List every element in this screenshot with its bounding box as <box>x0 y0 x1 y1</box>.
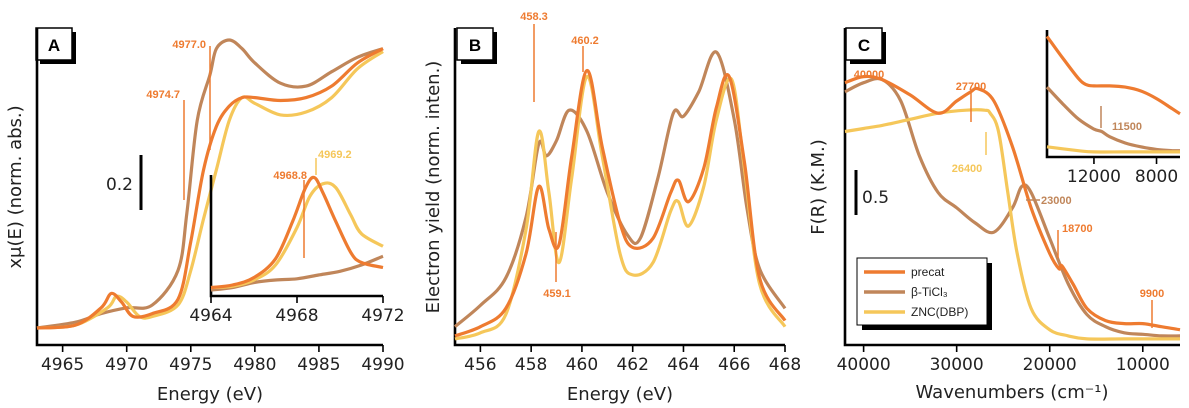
annotation-458-3: 458.3 <box>520 11 548 23</box>
panel-a-x-tick-label: 4975 <box>169 355 212 375</box>
panel-c-inset-series-precat <box>1045 35 1181 116</box>
annotation-4969-2: 4969.2 <box>318 149 352 161</box>
panel-c-series-ticl <box>844 76 1181 338</box>
panel-a-xlabel: Energy (eV) <box>157 384 263 405</box>
panel-c-inset-axes <box>1045 30 1180 159</box>
annotation-459-1: 459.1 <box>543 288 571 300</box>
panel-c-inset-series-ticl <box>1045 86 1181 153</box>
panel-c: C 40000 30000 20000 10000 Wavenumbers (cm⁻¹… <box>808 27 1181 403</box>
panel-c-x-ticks: 40000 30000 20000 10000 <box>837 345 1170 375</box>
panel-b-series-precat <box>454 68 787 338</box>
panel-c-series-group <box>844 74 1181 341</box>
panel-a-x-tick-label: 4985 <box>297 355 340 375</box>
panel-a-inset-series-group <box>210 175 384 292</box>
panel-b-letter: B <box>469 36 481 55</box>
panel-c-inset-x-ticks: 12000 8000 <box>1067 157 1178 187</box>
panel-c-inset-x-tick-label: 8000 <box>1135 167 1178 187</box>
panel-c-axes <box>843 28 1180 347</box>
panel-c-letter-box <box>845 27 883 61</box>
legend-label-precat: precat <box>911 265 945 279</box>
panel-c-inset-series-group <box>1045 35 1181 154</box>
panel-b-x-tick-label: 462 <box>616 355 648 375</box>
panel-c-inset-x-tick-label: 12000 <box>1067 167 1121 187</box>
panel-b-x-ticks: 456 458 460 462 464 466 468 <box>464 345 801 375</box>
legend: precat β-TiCl₃ ZNC(DBP) <box>856 257 992 330</box>
annotation-4974-7: 4974.7 <box>146 89 180 101</box>
panel-c-x-tick-label: 20000 <box>1023 355 1077 375</box>
panel-a-x-tick-label: 4970 <box>105 355 148 375</box>
panel-c-scale-label: 0.5 <box>862 188 889 208</box>
panel-b-x-tick-label: 456 <box>464 355 496 375</box>
panel-c-x-tick-label: 40000 <box>837 355 891 375</box>
panel-a-inset-series-precat <box>210 175 384 290</box>
panel-b-series-group <box>453 50 787 341</box>
panel-c-x-tick-label: 30000 <box>930 355 984 375</box>
panel-c-inset: 12000 8000 11500 <box>1045 30 1181 187</box>
annotation-460-2: 460.2 <box>571 35 599 47</box>
panel-a-axes <box>35 28 383 347</box>
panel-b-x-tick-label: 468 <box>769 355 801 375</box>
annotation-9900: 9900 <box>1140 288 1164 300</box>
panel-b-x-tick-label: 466 <box>718 355 750 375</box>
panel-a-x-tick-label: 4980 <box>233 355 276 375</box>
panel-c-series-znc-dbp <box>844 108 1180 341</box>
panel-b-x-tick-label: 464 <box>667 355 699 375</box>
panel-a-x-ticks: 4965 4970 4975 4980 4985 4990 <box>41 345 405 375</box>
panel-a-series-group <box>36 38 384 330</box>
panel-a-x-tick-label: 4990 <box>361 355 404 375</box>
panel-b-x-tick-label: 458 <box>515 355 547 375</box>
panel-b-series-znc-dbp <box>454 74 787 341</box>
annotation-11500: 11500 <box>1112 121 1142 133</box>
panel-a-inset-x-tick-label: 4964 <box>189 306 232 326</box>
panel-a-series-precat <box>36 47 384 330</box>
panel-a-inset-series-znc-dbp <box>210 181 384 290</box>
annotation-18700: 18700 <box>1062 223 1093 235</box>
panel-c-x-tick-label: 10000 <box>1116 355 1170 375</box>
legend-label-ticl3: β-TiCl₃ <box>911 285 948 299</box>
panel-b-ylabel: Electron yield (norm. inten.) <box>423 61 444 314</box>
legend-label-zncdbp: ZNC(DBP) <box>911 305 968 319</box>
panel-c-ylabel: F(R) (K.M.) <box>808 139 829 234</box>
annotation-26400: 26400 <box>952 163 983 175</box>
annotation-23000: 23000 <box>1041 195 1072 207</box>
panel-a-letter-box <box>35 27 73 61</box>
panel-a-x-tick-label: 4965 <box>41 355 84 375</box>
annotation-40000: 40000 <box>854 69 885 81</box>
panel-a-scale-label: 0.2 <box>106 175 133 195</box>
panel-c-inset-series-znc-dbp <box>1046 145 1180 154</box>
panel-c-letter: C <box>858 36 870 55</box>
annotation-27700: 27700 <box>956 81 987 93</box>
panel-a-inset: 4964 4968 4972 4968.8 4969.2 <box>189 149 404 326</box>
panel-a: A 4965 4970 4975 4980 4985 4990 Energy (eV) x… <box>5 27 405 405</box>
panel-a-inset-x-tick-label: 4972 <box>361 306 404 326</box>
panel-a-ylabel: xμ(E) (norm. abs.) <box>5 105 26 268</box>
panel-a-inset-x-ticks: 4964 4968 4972 <box>189 296 405 326</box>
annotation-4968-8: 4968.8 <box>273 170 307 182</box>
panel-a-inset-x-tick-label: 4968 <box>275 306 318 326</box>
panel-c-xlabel: Wavenumbers (cm⁻¹) <box>916 382 1109 403</box>
panel-b-x-tick-label: 460 <box>566 355 598 375</box>
panel-b: B 456 458 460 462 464 466 468 Energy (eV) Elec… <box>423 11 801 405</box>
panel-b-axes <box>453 28 785 347</box>
panel-b-xlabel: Energy (eV) <box>567 384 673 405</box>
panel-b-letter-box <box>456 27 494 61</box>
annotation-4977-0: 4977.0 <box>172 39 206 51</box>
panel-a-letter: A <box>48 36 60 55</box>
panel-c-series-precat <box>844 74 1181 332</box>
